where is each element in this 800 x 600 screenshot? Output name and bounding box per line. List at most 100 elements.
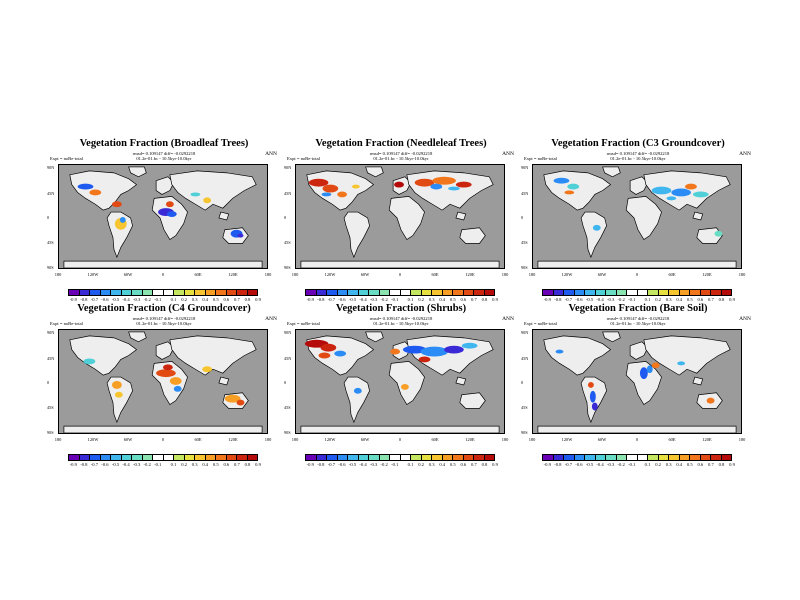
lon-tick-label: 180 (264, 437, 272, 442)
lat-tick-label: 45N (47, 191, 55, 196)
colorbar-swatch (237, 455, 248, 460)
vegetation-anomaly-patch (163, 364, 173, 371)
lat-tick-label: 45N (521, 191, 529, 196)
colorbar-swatch (327, 290, 338, 295)
colorbar-tick-label: -0.5 (585, 297, 594, 302)
continent-landmass (643, 335, 731, 376)
colorbar-swatch (627, 455, 638, 460)
colorbar-tick-label: 0.6 (223, 297, 230, 302)
colorbar-swatch (553, 290, 564, 295)
colorbar-swatch (585, 455, 596, 460)
continent-landmass (69, 170, 138, 211)
map-svg (537, 331, 737, 433)
colorbar-tick-label: 0.5 (686, 297, 693, 302)
vegetation-anomaly-patch (166, 211, 177, 217)
colorbar (542, 454, 732, 461)
lat-tick-label: 90N (284, 330, 292, 335)
colorbar-swatch (616, 455, 627, 460)
lat-tick-label: 90S (284, 265, 291, 270)
colorbar-tick-label: 0.2 (418, 462, 424, 467)
lat-tick-label: 0 (47, 380, 50, 385)
vegetation-anomaly-patch (173, 385, 182, 392)
lon-tick-label: 120W (561, 437, 573, 442)
continent-landmass (106, 376, 133, 424)
vegetation-anomaly-patch (308, 178, 329, 187)
colorbar-tick-label: 0.4 (676, 462, 683, 467)
lon-tick-label: 180 (54, 272, 62, 277)
map-panel-shrubs: Vegetation Fraction (Shrubs) rmsd= 0.1091… (284, 303, 517, 478)
lon-tick-label: 0 (398, 272, 402, 277)
lat-tick-label: 45S (284, 405, 291, 410)
colorbar-tick-label: -0.3 (369, 297, 378, 302)
panel-title: Vegetation Fraction (Broadleaf Trees) (79, 138, 249, 149)
colorbar-tick-label: -0.2 (143, 297, 151, 302)
vegetation-anomaly-patch (203, 197, 212, 204)
colorbar-swatch (306, 455, 317, 460)
colorbar-tick-label: 0.1 (407, 462, 414, 467)
continent-landmass (625, 196, 662, 241)
vegetation-anomaly-patch (321, 192, 332, 197)
lon-tick-label: 120E (228, 437, 238, 442)
lon-tick-label: 180 (54, 437, 62, 442)
continent-landmass (155, 176, 175, 195)
colorbar-swatch (390, 455, 401, 460)
colorbar-swatch (247, 455, 257, 460)
colorbar-tick-label: -0.1 (628, 462, 636, 467)
colorbar-swatch (379, 290, 390, 295)
colorbar-swatch (327, 455, 338, 460)
colorbar-swatch (627, 290, 638, 295)
world-map (295, 329, 505, 434)
colorbar-tick-label: -0.9 (543, 297, 551, 302)
colorbar-swatch (453, 455, 464, 460)
continent-landmass (580, 211, 607, 259)
continent-landmass (151, 196, 188, 241)
map-panel-needleleaf-trees: Vegetation Fraction (Needleleaf Trees) rm… (284, 138, 517, 313)
vegetation-anomaly-patch (444, 345, 464, 354)
lon-tick-label: 60W (597, 272, 607, 277)
colorbar-swatch (616, 290, 627, 295)
antarctica-landmass (300, 260, 500, 268)
lon-tick-label: 180 (291, 437, 299, 442)
colorbar-tick-label: 0.6 (697, 462, 704, 467)
vegetation-anomaly-patch (236, 399, 245, 406)
map-panel-broadleaf-trees: Vegetation Fraction (Broadleaf Trees) rms… (47, 138, 280, 313)
continent-landmass (343, 211, 370, 259)
colorbar-swatch (574, 455, 585, 460)
lon-tick-label: 180 (528, 437, 536, 442)
colorbar-tick-label: 0.9 (255, 297, 261, 302)
map-svg (63, 331, 263, 433)
vegetation-anomaly-patch (394, 181, 404, 188)
colorbar-swatch (163, 290, 174, 295)
colorbar-labels: -0.9 -0.8 -0.7 -0.6 -0.5 -0.4 -0.3 -0.2 -0.1 0.1 0… (305, 462, 498, 470)
colorbar-labels: -0.9 -0.8 -0.7 -0.6 -0.5 -0.4 -0.3 -0.2 -0.1 0.1 0… (542, 462, 735, 470)
colorbar-swatch (690, 290, 701, 295)
colorbar-tick-label: 0.9 (255, 462, 261, 467)
colorbar-tick-label: 0.9 (492, 462, 498, 467)
antarctica-landmass (63, 425, 263, 433)
world-map (58, 164, 268, 269)
stats-line-1: rmsd= 0.109147 diff= -0.0292218 (369, 151, 433, 156)
colorbar-swatch (121, 455, 132, 460)
colorbar-tick-label: 0.3 (428, 462, 435, 467)
continent-landmass (155, 341, 175, 360)
lon-tick-label: 180 (738, 437, 746, 442)
world-map (532, 329, 742, 434)
colorbar-swatch (474, 290, 485, 295)
panel-stats: rmsd= 0.109147 diff= -0.0292218 01.2e-01.… (48, 151, 280, 162)
continent-landmass (218, 376, 230, 386)
colorbar-swatch (606, 290, 617, 295)
colorbar-swatch (216, 290, 227, 295)
colorbar-tick-label: -0.4 (596, 297, 604, 302)
colorbar-tick-label: -0.7 (564, 462, 573, 467)
colorbar-swatch (679, 290, 690, 295)
continent-landmass (459, 227, 486, 244)
colorbar-swatch (721, 455, 731, 460)
colorbar-swatch (174, 455, 185, 460)
season-label: ANN (502, 151, 514, 157)
colorbar-tick-label: 0.4 (202, 297, 209, 302)
colorbar-tick-label: -0.4 (596, 462, 604, 467)
lon-tick-label: 60E (194, 272, 202, 277)
colorbar-swatch (574, 290, 585, 295)
vegetation-anomaly-patch (318, 352, 331, 359)
colorbar-tick-label: 0.3 (428, 297, 435, 302)
